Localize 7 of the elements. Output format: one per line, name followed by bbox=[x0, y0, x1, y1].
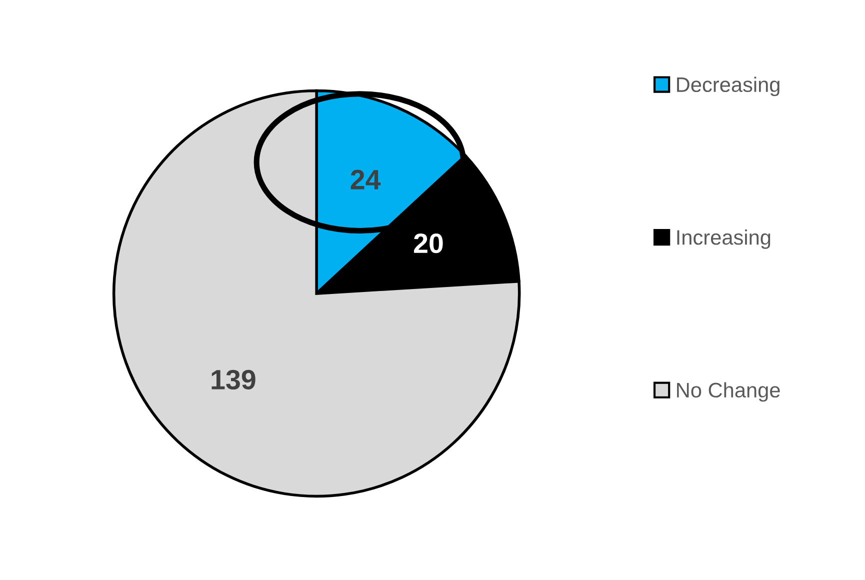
data-label: 20 bbox=[414, 234, 443, 254]
data-label: 139 bbox=[212, 370, 256, 390]
legend-label: No Change bbox=[677, 382, 780, 402]
data-label: 24 bbox=[350, 170, 381, 190]
pie-slice bbox=[112, 89, 521, 498]
legend-label: Increasing bbox=[677, 230, 770, 249]
legend-label: Decreasing bbox=[677, 76, 780, 96]
